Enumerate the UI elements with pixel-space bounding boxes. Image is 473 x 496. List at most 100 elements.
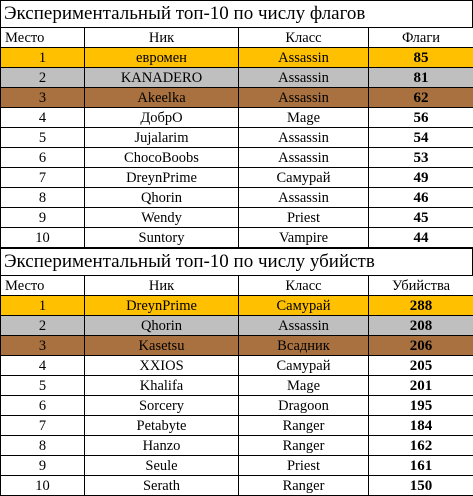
cell-place: 3 (1, 336, 85, 356)
header-place: Место (1, 276, 85, 296)
cell-nick: Hanzo (85, 436, 239, 456)
cell-value: 49 (369, 168, 473, 188)
cell-place: 1 (1, 48, 85, 68)
cell-place: 5 (1, 376, 85, 396)
cell-class: Ranger (239, 416, 369, 436)
header-class: Класс (239, 28, 369, 48)
flags-header-row: Место Ник Класс Флаги (1, 28, 473, 48)
cell-class: Vampire (239, 228, 369, 248)
cell-class: Assassin (239, 48, 369, 68)
cell-place: 8 (1, 188, 85, 208)
header-kills: Убийства (369, 276, 473, 296)
cell-value: 161 (369, 456, 473, 476)
cell-place: 7 (1, 168, 85, 188)
cell-value: 62 (369, 88, 473, 108)
cell-nick: KANADERO (85, 68, 239, 88)
cell-nick: евромен (85, 48, 239, 68)
cell-place: 8 (1, 436, 85, 456)
flags-table-title: Экспериментальный топ-10 по числу флагов (0, 0, 473, 27)
header-flags: Флаги (369, 28, 473, 48)
cell-nick: Suntory (85, 228, 239, 248)
cell-nick: Seule (85, 456, 239, 476)
cell-nick: DreynPrime (85, 296, 239, 316)
cell-class: Самурай (239, 296, 369, 316)
cell-value: 85 (369, 48, 473, 68)
header-nick: Ник (85, 28, 239, 48)
cell-nick: Qhorin (85, 316, 239, 336)
cell-class: Dragoon (239, 396, 369, 416)
cell-class: Ranger (239, 476, 369, 496)
cell-value: 81 (369, 68, 473, 88)
cell-place: 5 (1, 128, 85, 148)
cell-nick: XXIOS (85, 356, 239, 376)
cell-class: Assassin (239, 316, 369, 336)
cell-nick: Qhorin (85, 188, 239, 208)
cell-class: Assassin (239, 68, 369, 88)
header-place: Место (1, 28, 85, 48)
cell-class: Assassin (239, 148, 369, 168)
cell-class: Assassin (239, 188, 369, 208)
kills-header-row: Место Ник Класс Убийства (1, 276, 473, 296)
cell-place: 1 (1, 296, 85, 316)
cell-value: 162 (369, 436, 473, 456)
cell-value: 56 (369, 108, 473, 128)
kills-table-title: Экспериментальный топ-10 по числу убийст… (0, 248, 473, 275)
cell-place: 6 (1, 396, 85, 416)
cell-value: 201 (369, 376, 473, 396)
cell-value: 195 (369, 396, 473, 416)
cell-place: 9 (1, 208, 85, 228)
cell-nick: Serath (85, 476, 239, 496)
cell-value: 44 (369, 228, 473, 248)
cell-class: Самурай (239, 356, 369, 376)
cell-value: 184 (369, 416, 473, 436)
cell-value: 54 (369, 128, 473, 148)
cell-class: Mage (239, 108, 369, 128)
cell-place: 2 (1, 68, 85, 88)
cell-nick: Jujalarim (85, 128, 239, 148)
cell-place: 9 (1, 456, 85, 476)
cell-place: 4 (1, 108, 85, 128)
header-nick: Ник (85, 276, 239, 296)
cell-class: Priest (239, 456, 369, 476)
cell-class: Самурай (239, 168, 369, 188)
cell-value: 45 (369, 208, 473, 228)
cell-place: 2 (1, 316, 85, 336)
cell-nick: Akeelka (85, 88, 239, 108)
cell-nick: DreynPrime (85, 168, 239, 188)
cell-class: Mage (239, 376, 369, 396)
cell-nick: Kasetsu (85, 336, 239, 356)
cell-class: Priest (239, 208, 369, 228)
cell-value: 150 (369, 476, 473, 496)
cell-place: 4 (1, 356, 85, 376)
cell-place: 10 (1, 476, 85, 496)
cell-value: 206 (369, 336, 473, 356)
cell-class: Ranger (239, 436, 369, 456)
cell-place: 10 (1, 228, 85, 248)
cell-class: Всадник (239, 336, 369, 356)
leaderboard-sheet: Экспериментальный топ-10 по числу флагов… (0, 0, 473, 476)
cell-value: 205 (369, 356, 473, 376)
cell-value: 53 (369, 148, 473, 168)
cell-value: 208 (369, 316, 473, 336)
cell-place: 3 (1, 88, 85, 108)
